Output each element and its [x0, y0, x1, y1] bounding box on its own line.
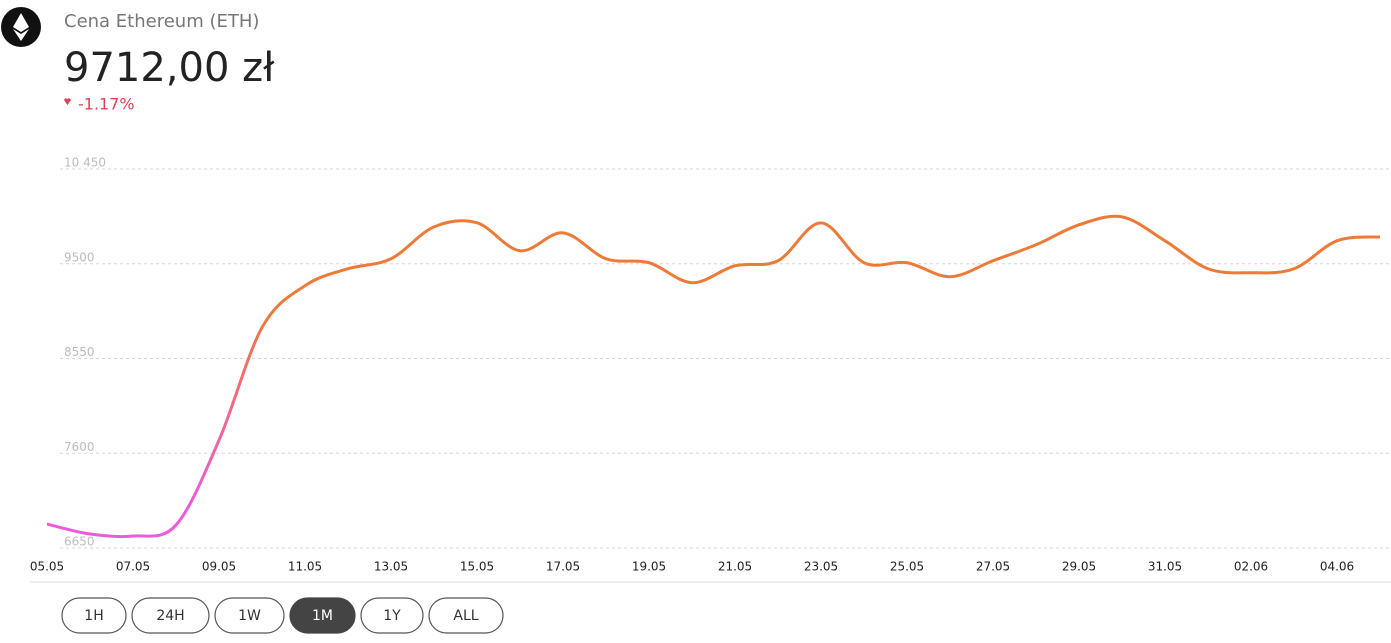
range-button[interactable] — [289, 597, 356, 634]
x-tick-label: 23.05 — [804, 560, 838, 574]
range-button[interactable] — [214, 597, 285, 634]
range-button-label[interactable]: 1H — [84, 608, 103, 624]
price: 9712,00 zł — [64, 45, 275, 91]
range-button-label[interactable]: 1M — [312, 608, 333, 624]
y-tick-label: 9500 — [64, 250, 95, 264]
y-tick-label: 7600 — [64, 440, 95, 454]
range-button-label[interactable]: 24H — [156, 608, 184, 624]
x-tick-label: 11.05 — [288, 560, 322, 574]
range-button[interactable] — [360, 597, 424, 634]
x-tick-label: 04.06 — [1320, 560, 1354, 574]
y-tick-label: 10 450 — [64, 156, 106, 170]
x-tick-label: 13.05 — [374, 560, 408, 574]
y-tick-label: 8550 — [64, 345, 95, 359]
range-button-label[interactable]: 1Y — [383, 608, 401, 624]
x-tick-label: 15.05 — [460, 560, 494, 574]
range-button-label[interactable]: ALL — [453, 608, 478, 624]
down-icon — [64, 98, 71, 105]
x-tick-label: 21.05 — [718, 560, 752, 574]
x-tick-label: 17.05 — [546, 560, 580, 574]
x-tick-label: 29.05 — [1062, 560, 1096, 574]
x-tick-label: 05.05 — [30, 560, 64, 574]
y-tick-label: 6650 — [64, 535, 95, 549]
x-tick-label: 27.05 — [976, 560, 1010, 574]
x-tick-label: 19.05 — [632, 560, 666, 574]
x-tick-label: 09.05 — [202, 560, 236, 574]
title: Cena Ethereum (ETH) — [64, 11, 259, 32]
eth-logo — [13, 13, 29, 41]
x-tick-label: 02.06 — [1234, 560, 1268, 574]
range-button[interactable] — [61, 597, 127, 634]
price-line — [46, 214, 1381, 539]
x-tick-label: 07.05 — [116, 560, 150, 574]
range-button[interactable] — [428, 597, 504, 634]
range-button[interactable] — [131, 597, 210, 634]
x-tick-label: 25.05 — [890, 560, 924, 574]
x-tick-label: 31.05 — [1148, 560, 1182, 574]
change: -1.17% — [78, 95, 135, 114]
range-button-label[interactable]: 1W — [238, 608, 261, 624]
